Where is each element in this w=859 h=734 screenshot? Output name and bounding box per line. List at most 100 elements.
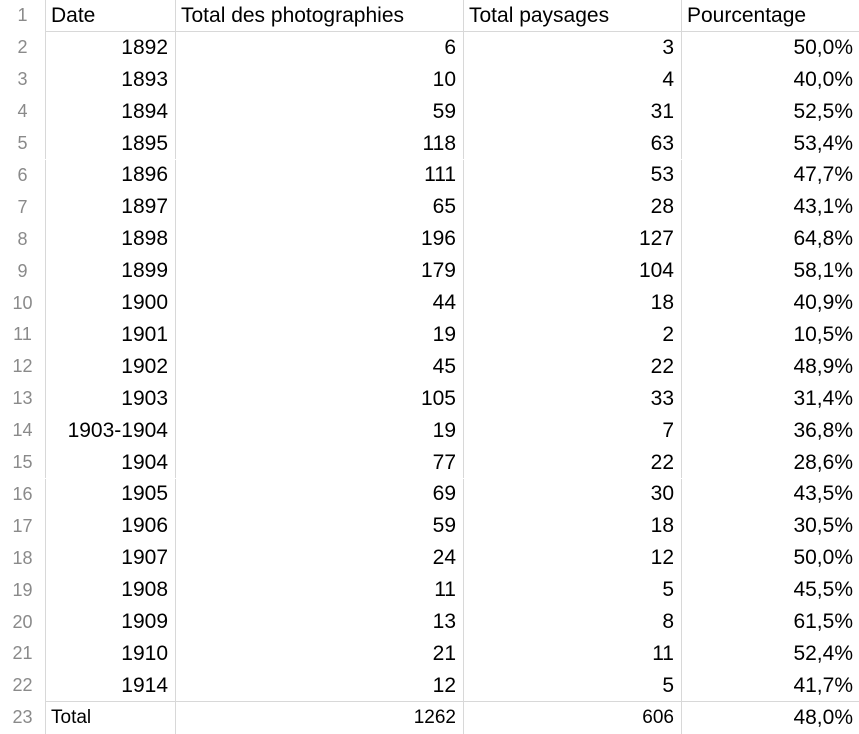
cell-pourcentage[interactable]: 50,0%	[793, 546, 853, 570]
cell-total[interactable]: 65	[176, 191, 464, 224]
cell-date[interactable]: 1903	[46, 382, 176, 415]
cell-date[interactable]: 1896	[46, 159, 176, 192]
cell-total[interactable]: 59	[176, 95, 464, 128]
row-number[interactable]: 7	[0, 191, 46, 224]
cell-total[interactable]: 19	[176, 319, 464, 351]
cell-paysages[interactable]: 606	[464, 701, 682, 734]
cell-paysages[interactable]: 28	[464, 191, 682, 224]
row-number[interactable]: 6	[0, 159, 46, 192]
cell-total[interactable]: 111	[176, 159, 464, 192]
cell-date[interactable]: 1906	[46, 510, 176, 543]
cell-pourcentage[interactable]: 58,1%	[793, 259, 853, 283]
row-number[interactable]: 11	[0, 319, 46, 351]
cell-date[interactable]: 1908	[46, 574, 176, 607]
cell-paysages[interactable]: 4	[464, 63, 682, 96]
cell-pourcentage[interactable]: 52,4%	[793, 641, 853, 665]
cell-total-label[interactable]: Total	[46, 701, 176, 734]
cell-paysages[interactable]: 3	[464, 31, 682, 64]
cell-paysages[interactable]: 12	[464, 542, 682, 575]
cell-date[interactable]: 1907	[46, 542, 176, 575]
cell-date[interactable]: 1910	[46, 638, 176, 670]
cell-total[interactable]: 19	[176, 414, 464, 447]
cell-pourcentage[interactable]: 45,5%	[793, 578, 853, 602]
cell-date[interactable]: 1909	[46, 606, 176, 638]
row-number[interactable]: 20	[0, 606, 46, 638]
cell-total[interactable]: 179	[176, 255, 464, 288]
cell-paysages[interactable]: 5	[464, 669, 682, 702]
cell-date[interactable]: 1914	[46, 669, 176, 702]
row-number[interactable]: 18	[0, 542, 46, 575]
cell-total[interactable]: 77	[176, 446, 464, 479]
row-number[interactable]: 9	[0, 255, 46, 288]
cell-pourcentage[interactable]: 40,0%	[793, 67, 853, 91]
cell-paysages[interactable]: 33	[464, 382, 682, 415]
row-number[interactable]: 10	[0, 287, 46, 319]
row-number[interactable]: 21	[0, 638, 46, 670]
row-number[interactable]: 15	[0, 446, 46, 479]
cell-pourcentage[interactable]: 52,5%	[793, 99, 853, 123]
cell-paysages[interactable]: 2	[464, 319, 682, 351]
row-number[interactable]: 13	[0, 382, 46, 415]
row-number[interactable]: 3	[0, 63, 46, 96]
cell-pourcentage[interactable]: 31,4%	[793, 386, 853, 410]
header-total-photographies[interactable]: Total des photographies	[176, 0, 464, 32]
cell-date[interactable]: 1905	[46, 478, 176, 511]
row-number[interactable]: 12	[0, 350, 46, 383]
cell-total[interactable]: 11	[176, 574, 464, 607]
cell-date[interactable]: 1904	[46, 446, 176, 479]
header-pourcentage[interactable]: Pourcentage	[687, 3, 807, 27]
cell-paysages[interactable]: 127	[464, 223, 682, 256]
cell-date[interactable]: 1902	[46, 350, 176, 383]
cell-total[interactable]: 69	[176, 478, 464, 511]
cell-paysages[interactable]: 5	[464, 574, 682, 607]
row-number[interactable]: 19	[0, 574, 46, 607]
cell-total[interactable]: 118	[176, 127, 464, 160]
cell-date[interactable]: 1893	[46, 63, 176, 96]
cell-pourcentage[interactable]: 30,5%	[793, 514, 853, 538]
cell-pourcentage[interactable]: 64,8%	[793, 227, 853, 251]
cell-paysages[interactable]: 18	[464, 510, 682, 543]
cell-pourcentage[interactable]: 28,6%	[793, 450, 853, 474]
row-number[interactable]: 16	[0, 478, 46, 511]
header-date[interactable]: Date	[46, 0, 176, 32]
cell-paysages[interactable]: 22	[464, 350, 682, 383]
cell-date[interactable]: 1895	[46, 127, 176, 160]
cell-pourcentage[interactable]: 43,1%	[793, 195, 853, 219]
cell-paysages[interactable]: 63	[464, 127, 682, 160]
cell-paysages[interactable]: 22	[464, 446, 682, 479]
cell-date[interactable]: 1901	[46, 319, 176, 351]
cell-paysages[interactable]: 8	[464, 606, 682, 638]
cell-total[interactable]: 59	[176, 510, 464, 543]
cell-paysages[interactable]: 11	[464, 638, 682, 670]
cell-total[interactable]: 21	[176, 638, 464, 670]
cell-pourcentage[interactable]: 10,5%	[793, 322, 853, 346]
cell-paysages[interactable]: 30	[464, 478, 682, 511]
cell-total[interactable]: 196	[176, 223, 464, 256]
cell-date[interactable]: 1898	[46, 223, 176, 256]
row-number[interactable]: 1	[0, 0, 46, 32]
row-number[interactable]: 2	[0, 31, 46, 64]
cell-pourcentage[interactable]: 48,9%	[793, 354, 853, 378]
cell-total[interactable]: 13	[176, 606, 464, 638]
cell-total[interactable]: 105	[176, 382, 464, 415]
cell-pourcentage[interactable]: 48,0%	[793, 705, 853, 729]
row-number[interactable]: 8	[0, 223, 46, 256]
cell-total[interactable]: 10	[176, 63, 464, 96]
cell-pourcentage[interactable]: 36,8%	[793, 418, 853, 442]
cell-date[interactable]: 1899	[46, 255, 176, 288]
cell-pourcentage[interactable]: 40,9%	[793, 291, 853, 315]
cell-total[interactable]: 1262	[176, 701, 464, 734]
row-number[interactable]: 23	[0, 701, 46, 734]
cell-date[interactable]: 1900	[46, 287, 176, 319]
cell-pourcentage[interactable]: 53,4%	[793, 131, 853, 155]
row-number[interactable]: 5	[0, 127, 46, 160]
cell-paysages[interactable]: 104	[464, 255, 682, 288]
cell-total[interactable]: 45	[176, 350, 464, 383]
cell-paysages[interactable]: 31	[464, 95, 682, 128]
cell-date[interactable]: 1892	[46, 31, 176, 64]
cell-date[interactable]: 1903-1904	[46, 414, 176, 447]
cell-total[interactable]: 44	[176, 287, 464, 319]
cell-pourcentage[interactable]: 41,7%	[793, 673, 853, 697]
cell-pourcentage[interactable]: 50,0%	[793, 35, 853, 59]
header-total-paysages[interactable]: Total paysages	[464, 0, 682, 32]
